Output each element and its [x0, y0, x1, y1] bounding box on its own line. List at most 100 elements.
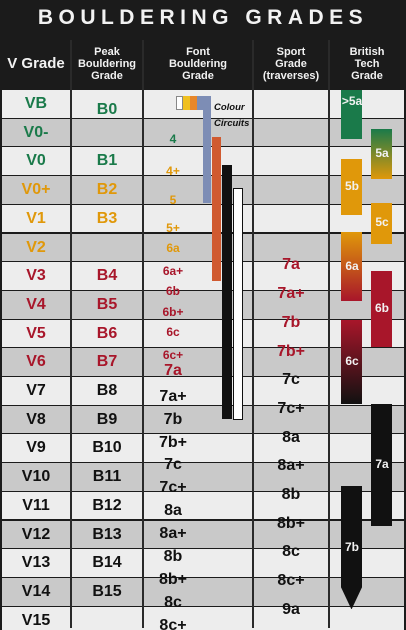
- grade-row: [2, 520, 404, 549]
- header-font-grade: Font Bouldering Grade: [144, 40, 252, 88]
- british-grade-bar: [341, 232, 362, 301]
- british-grade-bar: [341, 90, 362, 139]
- header-v-grade: V Grade: [2, 40, 70, 88]
- v-grade-label: V15: [21, 611, 51, 629]
- v-grade-label: V8: [26, 410, 46, 428]
- grade-row: [2, 233, 404, 262]
- header-british-grade: British Tech Grade: [330, 40, 404, 88]
- grade-row: [2, 606, 404, 630]
- grade-row: [2, 463, 404, 491]
- british-grade-bar: [371, 128, 392, 179]
- grade-row: [2, 290, 404, 319]
- column-divider: [70, 40, 72, 628]
- peak-grade-label: B3: [96, 209, 118, 227]
- sport-grade-label: 7a+: [277, 285, 305, 303]
- circuit-range-orange: [212, 137, 221, 281]
- peak-grade-label: B7: [96, 353, 118, 371]
- sport-grade-label: 8c: [282, 543, 300, 561]
- peak-grade-label: B11: [92, 468, 122, 486]
- header-font-line3: Grade: [182, 70, 214, 82]
- circuit-range-black: [222, 165, 232, 419]
- sport-grade-label: 7c+: [277, 399, 305, 417]
- circuit-white: [176, 96, 183, 110]
- grade-row: [2, 262, 404, 290]
- header-sport-line1: Sport: [276, 46, 306, 58]
- peak-grade-label: B15: [92, 582, 122, 600]
- font-grade-label: 4+: [166, 163, 180, 178]
- v-grade-label: V3: [26, 267, 46, 285]
- british-grade-label: 5c: [375, 215, 389, 230]
- header-font-line1: Font: [186, 46, 210, 58]
- grade-row: [2, 204, 404, 233]
- header-peak-grade: Peak Bouldering Grade: [72, 40, 142, 88]
- colour-circuits-line1: Colour: [214, 102, 245, 113]
- v-grade-label: V10: [21, 468, 51, 486]
- circuit-orange: [190, 96, 197, 110]
- sport-grade-label: 8c+: [277, 572, 305, 590]
- sport-grade-label: 7b: [281, 313, 301, 331]
- peak-grade-label: B1: [96, 152, 118, 170]
- header-peak-line1: Peak: [94, 46, 120, 58]
- sport-grade-label: 8a+: [277, 457, 305, 475]
- british-grade-label: 5a: [375, 145, 389, 160]
- peak-grade-label: B0: [96, 101, 118, 118]
- sport-grade-label: 9a: [282, 600, 300, 618]
- v-grade-label: V0+: [21, 181, 51, 199]
- sport-grade-label: 8b+: [276, 514, 305, 532]
- british-grade-label: 7a: [375, 457, 389, 472]
- font-grade-label: 6b+: [162, 304, 184, 319]
- font-grade-label: 6c: [166, 324, 180, 339]
- british-grade-bar: [341, 158, 362, 215]
- peak-grade-label: B14: [92, 554, 122, 572]
- header-sport-line3: (traverses): [262, 70, 320, 82]
- grade-row: [2, 577, 404, 606]
- font-grade-label: 7b: [163, 410, 183, 428]
- british-grade-bar: [371, 203, 392, 244]
- peak-grade-label: B12: [92, 496, 122, 514]
- font-grade-label: 8a+: [159, 525, 187, 543]
- font-grade-label: 7c: [164, 456, 182, 474]
- grade-row: [2, 405, 404, 434]
- font-grade-label: 7a: [164, 361, 182, 379]
- font-grade-label: 8c: [164, 594, 182, 612]
- colour-circuits-swatches: [176, 96, 208, 110]
- grade-row: [2, 434, 404, 463]
- british-grade-label: 7b: [344, 539, 359, 554]
- colour-circuits-line2: Circuits: [214, 118, 250, 129]
- font-grade-label: 7a+: [159, 387, 187, 405]
- sport-grade-label: 7a: [282, 256, 300, 274]
- v-grade-label: V4: [26, 295, 46, 313]
- header-british-line1: British: [349, 46, 385, 58]
- header-british-line2: Tech: [354, 58, 380, 70]
- peak-grade-label: B9: [96, 410, 118, 428]
- british-grade-label: 5b: [344, 178, 359, 193]
- header-sport-line2: Grade: [275, 58, 307, 70]
- peak-grade-label: B6: [96, 324, 118, 342]
- circuit-yellow: [183, 96, 190, 110]
- v-grade-label: V7: [26, 382, 46, 399]
- v-grade-label: V14: [21, 582, 51, 600]
- header-peak-line3: Grade: [91, 70, 123, 82]
- v-grade-label: V1: [26, 209, 46, 227]
- v-grade-label: V0: [26, 152, 46, 170]
- sport-grade-label: 7b+: [276, 342, 305, 360]
- chart-title: BOULDERING GRADES: [37, 6, 369, 29]
- grade-row: [2, 348, 404, 376]
- header-font-line2: Bouldering: [168, 58, 228, 70]
- circuit-range-white: [233, 188, 243, 420]
- peak-grade-label: B10: [92, 439, 122, 457]
- v-grade-label: V12: [21, 525, 51, 543]
- british-grade-label: 6a: [345, 258, 359, 273]
- v-grade-label: V6: [26, 353, 46, 371]
- peak-grade-label: B4: [96, 267, 118, 285]
- font-grade-label: 4: [169, 132, 177, 147]
- column-divider: [328, 40, 330, 628]
- font-grade-label: 5: [169, 192, 177, 207]
- v-grade-label: VB: [24, 95, 48, 112]
- font-grade-label: 6a: [166, 241, 180, 256]
- british-grade-bar: [341, 319, 362, 405]
- header-peak-line2: Bouldering: [77, 58, 137, 70]
- column-divider: [142, 40, 144, 628]
- grade-row: [2, 319, 404, 348]
- v-grade-label: V5: [26, 324, 46, 342]
